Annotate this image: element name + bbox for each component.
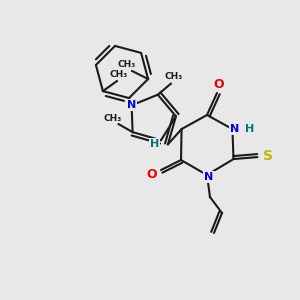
Text: N: N <box>204 172 214 182</box>
Text: N: N <box>230 124 239 134</box>
Text: CH₃: CH₃ <box>165 72 183 81</box>
Text: H: H <box>150 139 160 149</box>
Text: H: H <box>245 124 254 134</box>
Text: CH₃: CH₃ <box>118 61 136 70</box>
Text: O: O <box>214 77 224 91</box>
Text: O: O <box>147 167 157 181</box>
Text: N: N <box>127 100 136 110</box>
Text: CH₃: CH₃ <box>110 70 128 79</box>
Text: CH₃: CH₃ <box>103 114 122 123</box>
Text: S: S <box>263 149 274 163</box>
